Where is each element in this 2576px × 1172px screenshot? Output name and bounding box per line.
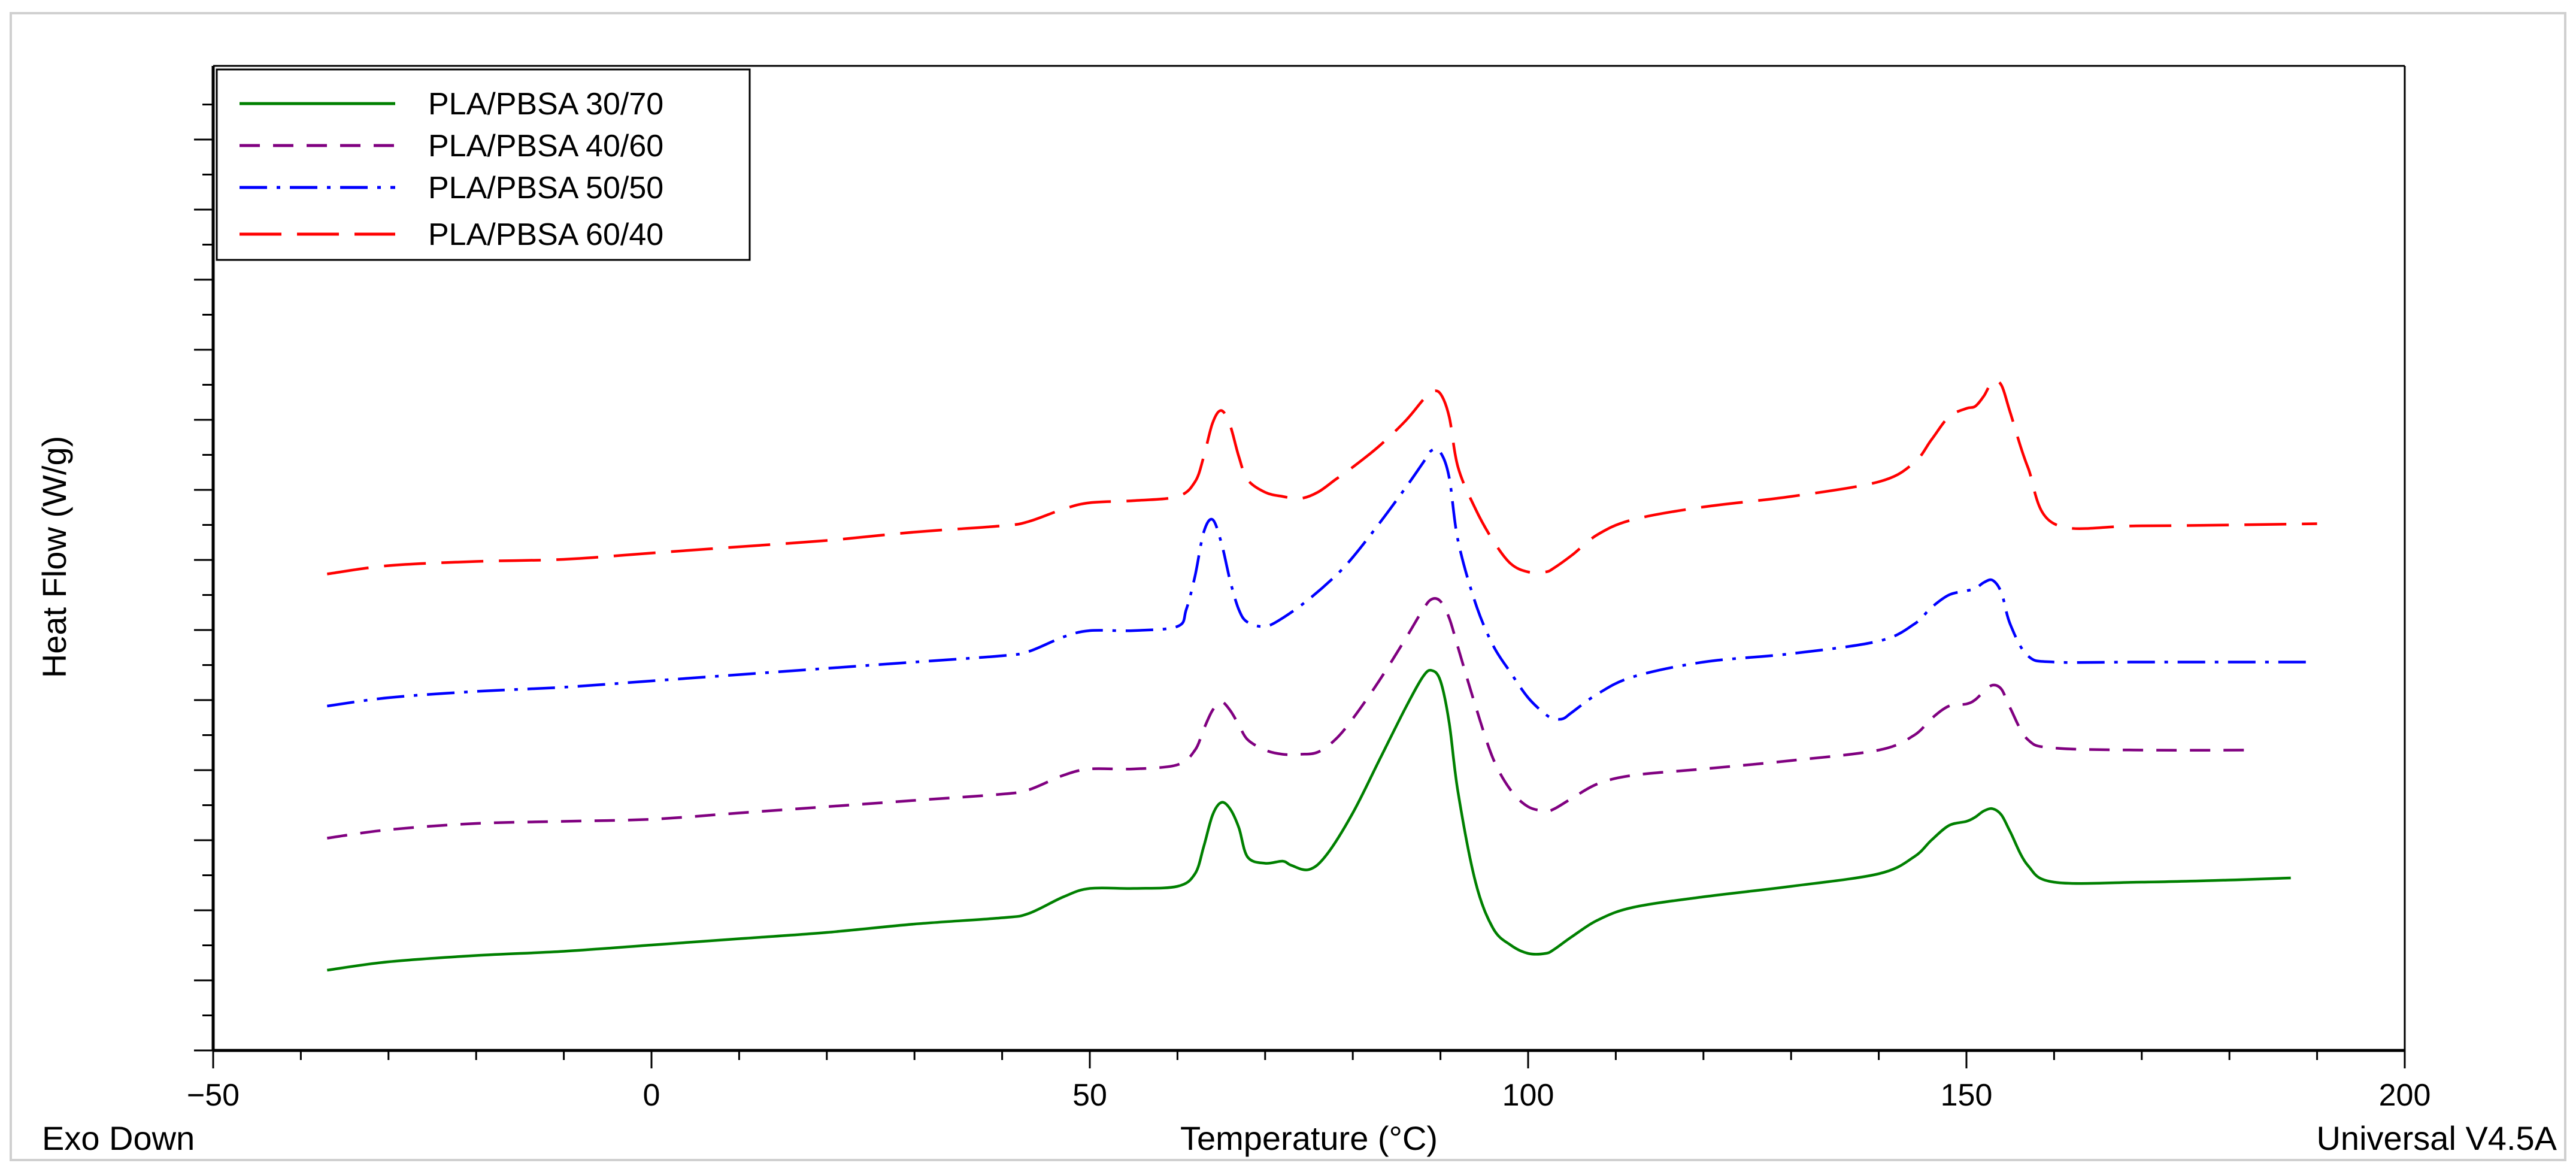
legend-box <box>216 68 751 261</box>
software-version-note: Universal V4.5A <box>2316 1119 2557 1157</box>
series-line-40-60 <box>326 596 2256 840</box>
series-lines <box>326 378 2317 972</box>
legend-label-30-70: PLA/PBSA 30/70 <box>428 87 663 122</box>
x-tick-label: 200 <box>2379 1078 2431 1113</box>
series-line-30-70 <box>326 668 2291 972</box>
x-axis-title: Temperature (°C) <box>1180 1119 1438 1157</box>
legend-label-40-60: PLA/PBSA 40/60 <box>428 129 663 163</box>
x-tick-label: −50 <box>187 1078 240 1113</box>
series-line-60-40 <box>326 378 2317 576</box>
legend: PLA/PBSA 30/70 PLA/PBSA 40/60 PLA/PBSA 5… <box>216 68 751 261</box>
x-tick-label: 150 <box>1941 1078 1993 1113</box>
x-axis-ticks <box>212 1050 2406 1068</box>
y-axis-ticks <box>194 104 213 1052</box>
x-axis-tick-labels: −50 0 50 100 150 200 <box>187 1078 2430 1113</box>
x-tick-label: 50 <box>1072 1078 1107 1113</box>
exo-direction-note: Exo Down <box>42 1119 195 1157</box>
outer-frame <box>10 12 2566 1161</box>
x-tick-label: 100 <box>1502 1078 1554 1113</box>
legend-label-50-50: PLA/PBSA 50/50 <box>428 171 663 205</box>
legend-label-60-40: PLA/PBSA 60/40 <box>428 217 663 252</box>
series-line-50-50 <box>326 447 2308 721</box>
x-tick-label: 0 <box>643 1078 660 1113</box>
y-axis-title: Heat Flow (W/g) <box>35 436 73 679</box>
